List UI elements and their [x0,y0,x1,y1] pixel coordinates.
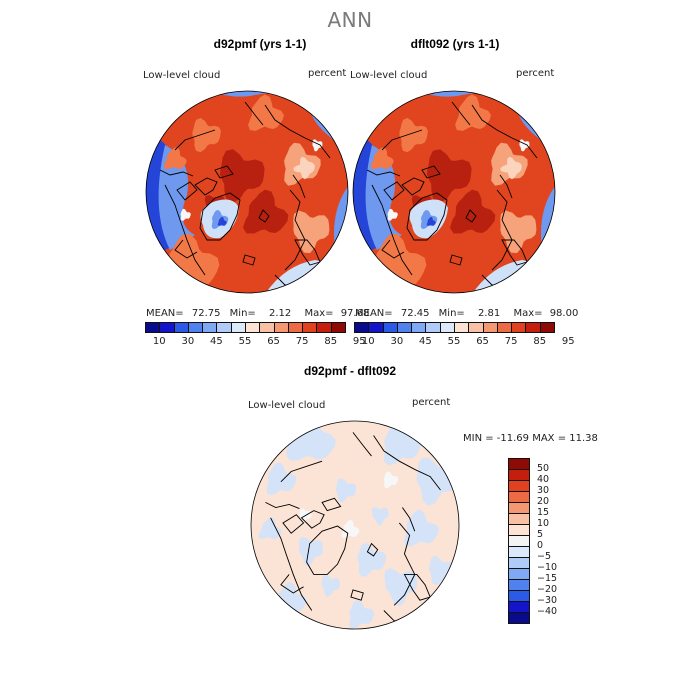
panel-1-units-label: percent [308,68,347,79]
panel-2-mean-label: MEAN= [355,308,393,319]
colorbar-swatch [368,322,384,333]
main-title: ANN [327,8,373,32]
diff-polar-map [250,420,460,630]
panel-1-mean-value: 72.75 [191,308,221,319]
colorbar-swatch [468,322,484,333]
colorbar-tick-label: 50 [537,463,550,474]
diff-colorbar-ticks: 50 40 30 20 15 10 5 0 −5 −10 −15 −20 −30 −40 [537,458,577,623]
panel-2-mean-value: 72.45 [400,308,430,319]
colorbar-swatch [525,322,541,333]
panel-1-polar-map [145,90,349,294]
panel-2-title: dflt092 (yrs 1-1) [410,37,500,51]
colorbar-swatch [173,322,189,333]
diff-panel-title: d92pmf - dflt092 [303,364,396,378]
panel-2-min-label: Min= [438,308,465,319]
colorbar-swatch [396,322,413,333]
colorbar-swatch [302,322,318,333]
diff-colorbar [508,458,530,624]
panel-2-min-value: 2.81 [477,308,501,319]
colorbar-tick-label: 15 [537,507,550,518]
panel-2-field-label: Low-level cloud [350,70,428,81]
panel-1-colorbar [145,322,346,333]
colorbar-swatch [287,322,304,333]
panel-1-max-value: 97.68 [340,308,370,319]
colorbar-tick-label: 65 [476,336,489,347]
colorbar-tick-label: 95 [352,336,366,347]
diff-field-label: Low-level cloud [248,400,326,411]
colorbar-tick-label: 10 [361,336,375,347]
colorbar-swatch [245,322,261,333]
colorbar-tick-label: 40 [537,474,550,485]
colorbar-tick-label: 65 [267,336,280,347]
colorbar-swatch [202,322,218,333]
colorbar-swatch [508,612,530,624]
colorbar-swatch [382,322,398,333]
panel-2-max-label: Max= [513,308,543,319]
colorbar-tick-label: −10 [537,562,558,573]
colorbar-tick-label: 0 [537,540,544,551]
colorbar-swatch [216,322,232,333]
colorbar-tick-label: 45 [419,336,432,347]
colorbar-swatch [411,322,427,333]
colorbar-swatch [259,322,275,333]
colorbar-swatch [539,322,555,333]
colorbar-tick-label: −20 [537,584,558,595]
colorbar-swatch [159,322,175,333]
diff-min-max: MIN = -11.69 MAX = 11.38 [463,433,598,444]
colorbar-swatch [330,322,346,333]
colorbar-tick-label: 95 [561,336,575,347]
colorbar-swatch [316,322,332,333]
panel-1-stats: MEAN= 72.75 Min= 2.12 Max= 97.68 [146,308,369,319]
colorbar-swatch [145,322,161,333]
colorbar-swatch [273,322,289,333]
panel-1-mean-label: MEAN= [146,308,184,319]
colorbar-swatch [454,322,470,333]
colorbar-swatch [230,322,246,333]
colorbar-tick-label: 30 [181,336,195,347]
colorbar-swatch [425,322,441,333]
panel-2-max-value: 98.00 [549,308,579,319]
panel-2-colorbar-ticks: 10 30 45 55 65 75 85 95 [354,336,575,350]
colorbar-swatch [187,322,204,333]
colorbar-tick-label: −5 [537,551,552,562]
colorbar-tick-label: 5 [537,529,544,540]
colorbar-swatch [482,322,498,333]
colorbar-swatch [496,322,513,333]
colorbar-tick-label: 20 [537,496,550,507]
panel-2-units-label: percent [516,68,555,79]
diff-units-label: percent [412,397,451,408]
panel-1-min-label: Min= [229,308,256,319]
colorbar-tick-label: −30 [537,595,558,606]
colorbar-tick-label: 55 [447,336,461,347]
colorbar-tick-label: 30 [537,485,550,496]
colorbar-tick-label: −40 [537,606,558,617]
colorbar-tick-label: 55 [238,336,252,347]
panel-1-field-label: Low-level cloud [143,70,221,81]
panel-1-max-label: Max= [304,308,334,319]
colorbar-tick-label: 85 [324,336,338,347]
colorbar-tick-label: 45 [210,336,223,347]
colorbar-tick-label: 10 [152,336,166,347]
panel-1-colorbar-ticks: 10 30 45 55 65 75 85 95 [145,336,366,350]
panel-2-polar-map [352,90,556,294]
colorbar-tick-label: 75 [504,336,518,347]
panel-2-stats: MEAN= 72.45 Min= 2.81 Max= 98.00 [355,308,578,319]
colorbar-swatch [511,322,527,333]
colorbar-tick-label: 30 [390,336,404,347]
colorbar-tick-label: −15 [537,573,558,584]
colorbar-tick-label: 85 [533,336,547,347]
panel-2-colorbar [354,322,555,333]
panel-1-title: d92pmf (yrs 1-1) [213,37,307,51]
colorbar-tick-label: 75 [295,336,309,347]
colorbar-swatch [354,322,370,333]
colorbar-tick-label: 10 [537,518,550,529]
colorbar-swatch [439,322,455,333]
panel-1-min-value: 2.12 [268,308,292,319]
